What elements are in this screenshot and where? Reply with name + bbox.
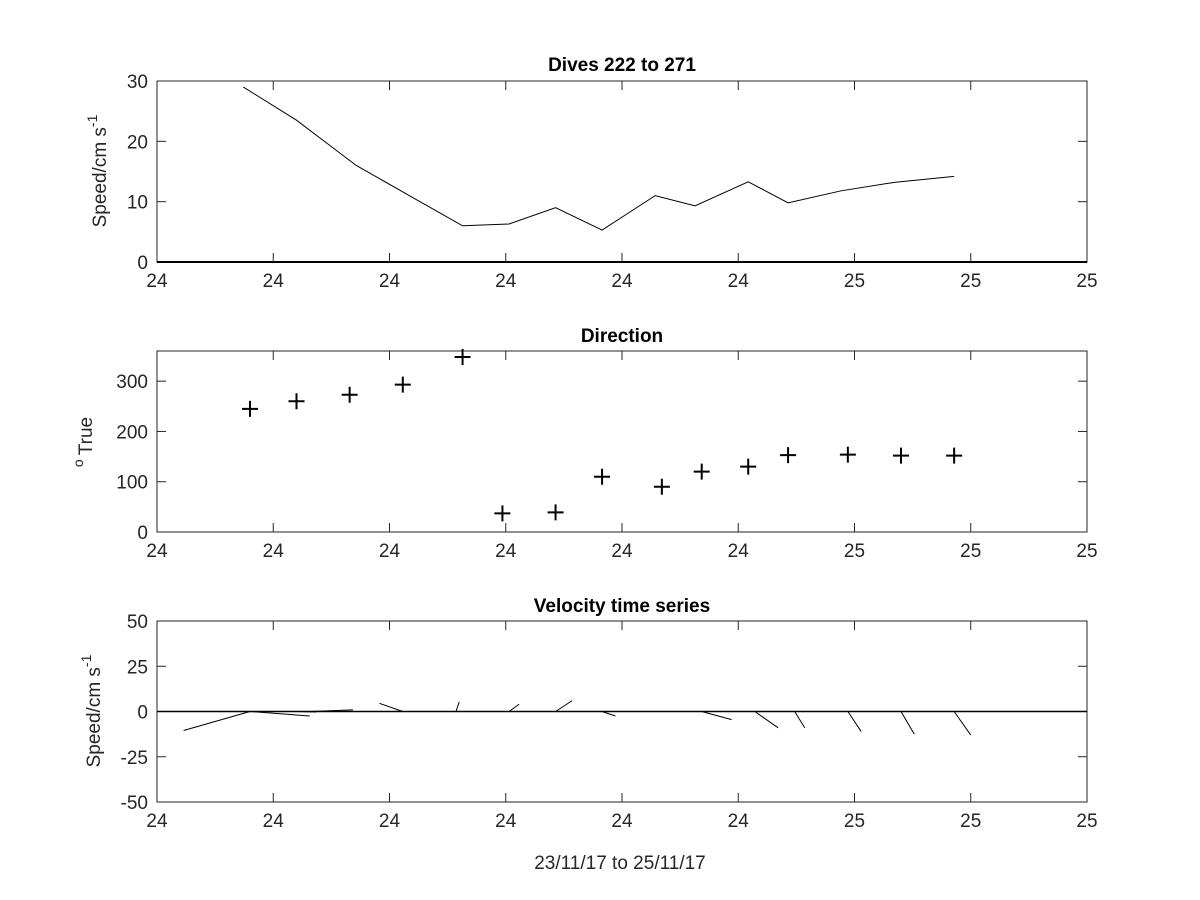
direction-title: Direction [581, 326, 663, 347]
direction-point [893, 447, 909, 464]
direction-point [780, 447, 797, 464]
y-tick-label: 0 [137, 523, 148, 544]
direction-point [242, 400, 258, 417]
x-tick-label: 25 [960, 541, 981, 562]
y-tick-label: -50 [121, 793, 148, 814]
x-tick-label: 24 [611, 541, 633, 562]
x-tick-label: 24 [728, 541, 750, 562]
velocity-vector [847, 711, 862, 732]
x-tick-label: 24 [146, 541, 168, 562]
x-tick-label: 24 [611, 271, 633, 292]
direction-ylabel: o True [70, 417, 97, 467]
direction-point [394, 376, 411, 393]
x-tick-label: 25 [844, 271, 865, 292]
x-tick-label: 25 [960, 811, 981, 832]
velocity-ylabel-text: Speed/cm s [84, 667, 105, 767]
direction-point [693, 463, 710, 480]
speed-plot-area: 24 24 24 24 24 24 25 25 25 0 10 20 30 [127, 72, 1098, 292]
x-axis-label: 23/11/17 to 25/11/17 [534, 853, 706, 874]
velocity-vector [794, 711, 806, 729]
direction-point [653, 478, 670, 495]
x-tick-label: 25 [1076, 811, 1097, 832]
y-tick-label: 100 [116, 473, 148, 494]
speed-title: Dives 222 to 271 [548, 55, 696, 76]
velocity-vector [953, 711, 972, 736]
speed-series-line [243, 86, 955, 231]
velocity-vector [296, 711, 317, 713]
direction-point [288, 393, 305, 410]
velocity-vector [183, 711, 251, 731]
y-tick-label: -25 [121, 748, 148, 769]
x-tick-label: 25 [1076, 541, 1097, 562]
direction-point [494, 505, 511, 522]
x-tick-label: 24 [495, 541, 517, 562]
x-tick-label: 24 [379, 271, 401, 292]
velocity-ylabel: Speed/cm s-1 [78, 654, 105, 767]
y-tick-label: 0 [137, 703, 148, 724]
y-tick-label: 50 [127, 612, 148, 633]
speed-ylabel-superscript: -1 [84, 114, 100, 127]
velocity-title: Velocity time series [534, 596, 710, 617]
velocity-vector [379, 702, 403, 712]
x-tick-label: 24 [611, 811, 633, 832]
speed-subplot: Dives 222 to 271 Speed/cm s-1 24 24 24 24 24… [84, 55, 1098, 292]
direction-point [547, 504, 564, 521]
direction-point [341, 386, 358, 403]
svg-text:Speed/cm s-1: Speed/cm s-1 [84, 114, 111, 227]
direction-plot-area: 24 24 24 24 24 24 25 25 25 0 100 200 300 [116, 349, 1098, 562]
velocity-vector [601, 711, 616, 717]
direction-ylabel-text: True [76, 417, 97, 455]
direction-point [740, 458, 757, 475]
x-tick-label: 24 [263, 541, 285, 562]
x-tick-label: 25 [844, 541, 865, 562]
velocity-vector [754, 711, 779, 729]
svg-text:Speed/cm s-1: Speed/cm s-1 [78, 654, 105, 767]
x-tick-label: 25 [844, 811, 865, 832]
velocity-subplot: Velocity time series Speed/cm s-1 24 24 24… [78, 596, 1098, 832]
direction-point [454, 349, 471, 366]
y-tick-label: 20 [127, 132, 148, 153]
y-tick-label: 200 [116, 422, 148, 443]
x-tick-label: 25 [1076, 271, 1097, 292]
y-tick-label: 25 [127, 657, 148, 678]
velocity-plot-area: 24 24 24 24 24 24 25 25 25 -50 -25 0 25 50 [121, 612, 1098, 832]
x-tick-label: 24 [263, 271, 285, 292]
velocity-vector [900, 711, 915, 735]
x-tick-label: 25 [960, 271, 981, 292]
direction-point [594, 468, 611, 485]
speed-ylabel-text: Speed/cm s [90, 127, 111, 227]
y-tick-label: 30 [127, 72, 148, 93]
x-tick-label: 24 [728, 271, 750, 292]
direction-point [839, 446, 856, 463]
y-tick-label: 10 [127, 193, 148, 214]
x-tick-label: 24 [146, 811, 168, 832]
y-tick-label: 300 [116, 372, 148, 393]
x-tick-label: 24 [263, 811, 285, 832]
speed-ylabel: Speed/cm s-1 [84, 114, 111, 227]
y-tick-label: 0 [137, 253, 148, 274]
svg-text:oTrue: o True [70, 417, 97, 467]
velocity-ylabel-superscript: -1 [78, 654, 94, 667]
velocity-vector [249, 711, 310, 717]
x-tick-label: 24 [728, 811, 750, 832]
x-tick-label: 24 [146, 271, 168, 292]
direction-ylabel-superscript: o [70, 459, 86, 467]
velocity-vector [508, 703, 520, 712]
x-tick-label: 24 [379, 541, 401, 562]
velocity-vector [555, 700, 573, 712]
x-tick-label: 24 [495, 271, 517, 292]
velocity-vector [455, 701, 460, 712]
velocity-vector [309, 709, 353, 712]
x-tick-label: 24 [379, 811, 401, 832]
direction-subplot: Direction o True 24 24 24 24 24 24 25 25 25 0 100 20… [70, 326, 1098, 562]
direction-point [946, 447, 963, 464]
velocity-vector [701, 711, 732, 721]
x-tick-label: 24 [495, 811, 517, 832]
